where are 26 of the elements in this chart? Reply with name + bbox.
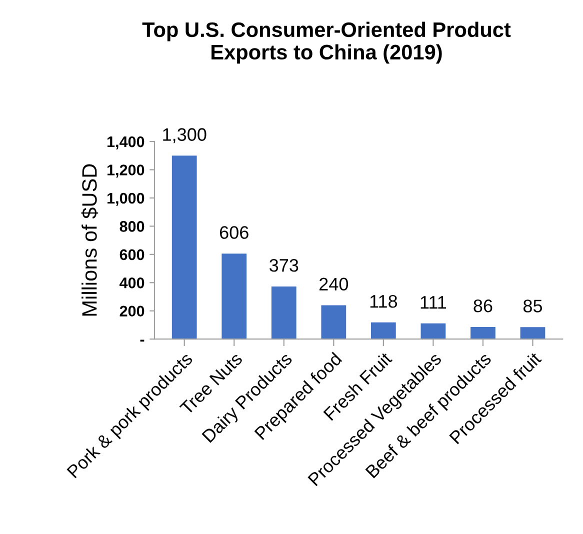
data-label: 373 xyxy=(270,258,298,272)
bar xyxy=(520,327,546,340)
data-label: 240 xyxy=(320,278,348,291)
data-label: 1,300 xyxy=(163,128,206,144)
y-tick-label: - xyxy=(140,340,144,342)
y-tick-label: 1,000 xyxy=(108,192,144,206)
bar xyxy=(470,326,496,340)
data-label: 111 xyxy=(420,296,446,309)
y-tick-label: 800 xyxy=(120,221,144,232)
bar xyxy=(321,305,346,340)
y-tick-label: 1,400 xyxy=(108,136,144,150)
bar xyxy=(172,156,197,340)
bar xyxy=(222,254,247,340)
data-label: 86 xyxy=(474,299,492,312)
data-label: 606 xyxy=(220,226,248,239)
bar xyxy=(370,322,396,340)
bar xyxy=(271,286,296,340)
data-label: 118 xyxy=(370,294,398,308)
y-tick-label: 400 xyxy=(120,278,144,288)
y-tick-label: 200 xyxy=(120,306,144,317)
bar xyxy=(420,323,446,340)
y-tick-label: 1,200 xyxy=(108,164,144,178)
y-axis-title: Millions of $USD xyxy=(81,164,98,316)
y-tick-label: 600 xyxy=(120,249,144,260)
data-label: 85 xyxy=(523,300,542,312)
chart-title: Top U.S. Consumer-Oriented Product Exports to China (2019) xyxy=(142,22,511,64)
